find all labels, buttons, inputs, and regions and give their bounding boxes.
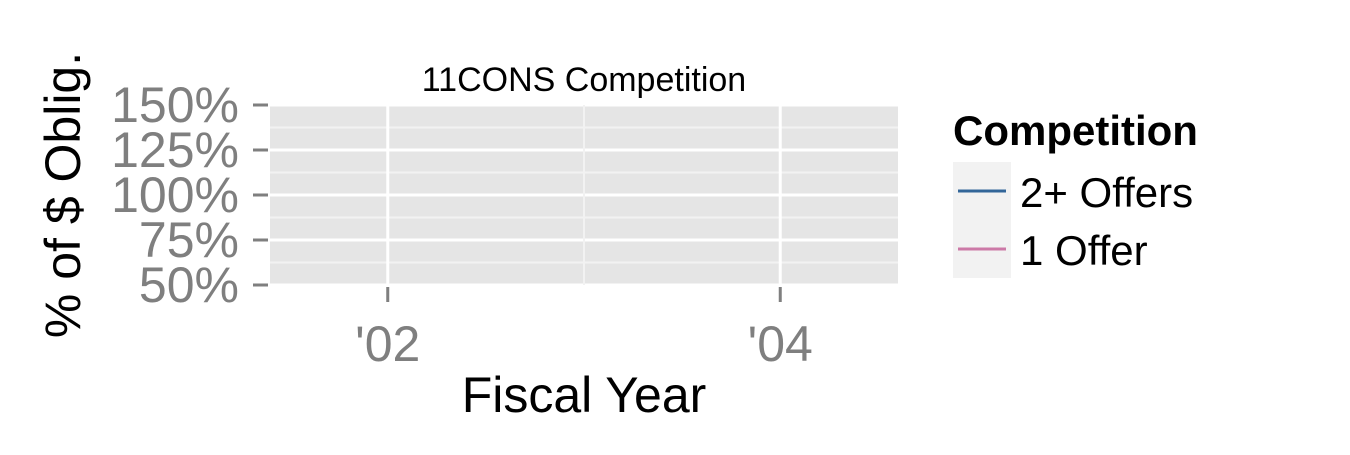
legend-label: 2+ Offers xyxy=(1020,169,1193,216)
y-tick-label: 150% xyxy=(111,77,239,133)
x-tick-label: '02 xyxy=(355,316,420,372)
x-axis-label: Fiscal Year xyxy=(462,367,707,423)
legend: Competition 2+ Offers 1 Offer xyxy=(953,107,1198,278)
chart-title: 11CONS Competition xyxy=(422,61,746,99)
x-axis: '02 '04 xyxy=(355,287,813,372)
y-axis: 50%75%100%125%150% xyxy=(111,77,268,313)
legend-title: Competition xyxy=(953,107,1198,154)
x-tick-label: '04 xyxy=(748,316,813,372)
legend-label: 1 Offer xyxy=(1020,227,1148,274)
y-axis-label: % of $ Oblig. xyxy=(35,52,91,338)
legend-items: 2+ Offers 1 Offer xyxy=(953,162,1193,278)
